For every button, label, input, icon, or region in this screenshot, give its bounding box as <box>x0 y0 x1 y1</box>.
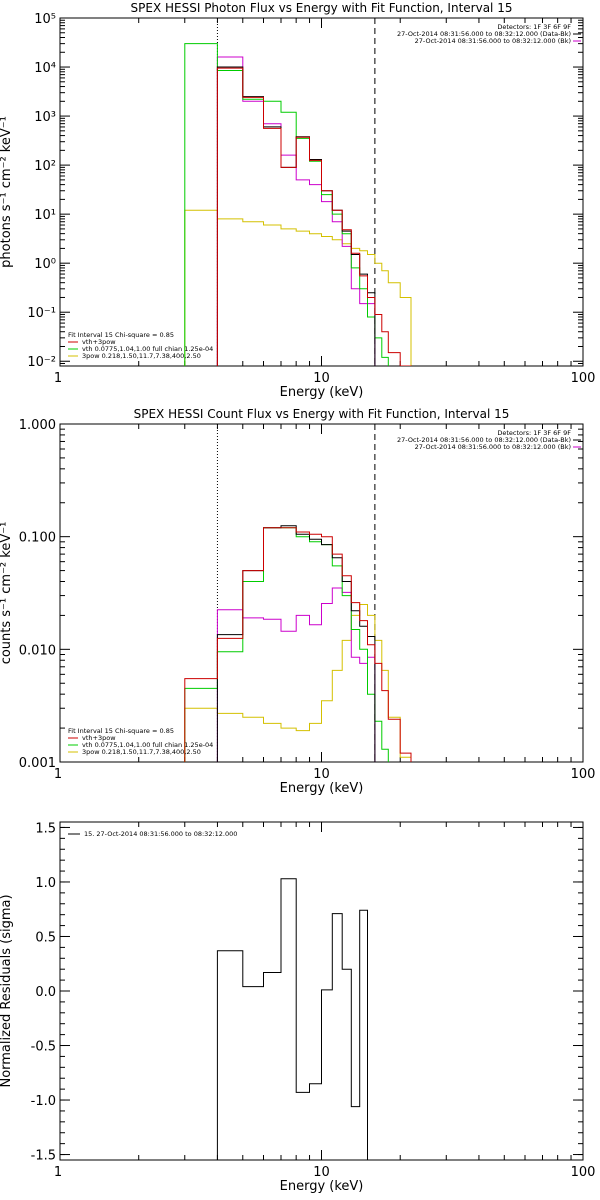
y-tick-label: 1.0 <box>35 876 56 891</box>
y-tick-label: -1.0 <box>31 1094 56 1109</box>
y-tick-label: 10³ <box>34 110 56 125</box>
y-axis-label: counts s⁻¹ cm⁻² keV⁻¹ <box>0 522 14 665</box>
x-tick-label: 10 <box>313 1165 330 1180</box>
x-tick-label: 100 <box>571 371 596 386</box>
y-tick-label: 0.001 <box>19 756 56 771</box>
x-axis-label: Energy (keV) <box>280 1179 364 1194</box>
legend-entry-text: Fit Interval 15 Chi-square = 0.85 <box>68 331 174 339</box>
x-axis-label: Energy (keV) <box>280 781 364 796</box>
series-yellow-histogram <box>184 209 412 366</box>
y-tick-label: 10² <box>34 159 56 174</box>
x-tick-label: 100 <box>571 767 596 782</box>
legend-entry-text: vth 0.0775,1.04,1.00 full chian 1.25e-04 <box>82 741 213 749</box>
y-tick-label: 10¹ <box>34 208 56 223</box>
legend-entry-text: 3pow 0.218,1.50,11.7,7.38,400,2.50 <box>82 352 201 360</box>
y-tick-label: 0.010 <box>19 643 56 658</box>
legend-entry-text: Fit Interval 15 Chi-square = 0.85 <box>68 727 174 735</box>
legend-info-text: 27-Oct-2014 08:31:56.000 to 08:32:12.000… <box>397 436 571 444</box>
y-tick-label: 10⁵ <box>34 12 56 27</box>
y-tick-label: 10⁻² <box>27 355 56 370</box>
legend-info-text: 27-Oct-2014 08:31:56.000 to 08:32:12.000… <box>397 30 571 38</box>
legend-info-text: 27-Oct-2014 08:31:56.000 to 08:32:12.000… <box>415 37 571 45</box>
y-tick-label: 0.5 <box>35 930 56 945</box>
chart-panel-2: SPEX HESSI Count Flux vs Energy with Fit… <box>0 407 595 796</box>
x-tick-label: 1 <box>54 767 62 782</box>
series-red-histogram <box>184 527 412 762</box>
y-axis-label: Normalized Residuals (sigma) <box>0 894 14 1087</box>
chart-panel-3: 1 10 100 -1.5 -1.0 -0.5 0.0 0.5 1.0 1.5 Energy (ke… <box>0 821 595 1194</box>
series-magenta-histogram <box>216 56 376 366</box>
series-red-histogram <box>216 67 412 366</box>
y-tick-label: 10⁴ <box>34 61 56 76</box>
x-tick-label: 10 <box>313 371 330 386</box>
y-tick-label: 0.100 <box>19 531 56 546</box>
legend-entry-text: 3pow 0.218,1.50,11.7,7.38,400,2.50 <box>82 748 201 756</box>
legend-entry-text: 15. 27-Oct-2014 08:31:56.000 to 08:32:12… <box>84 830 237 838</box>
legend-entry-text: vth+3pow <box>82 338 116 346</box>
legend-entry-text: vth 0.0775,1.04,1.00 full chian 1.25e-04 <box>82 345 213 353</box>
x-tick-label: 1 <box>54 1165 62 1180</box>
y-axis-label: photons s⁻¹ cm⁻² keV⁻¹ <box>0 116 14 268</box>
y-tick-label: 10⁰ <box>34 257 56 272</box>
legend-info-text: Detectors: 1F 3F 6F 9F <box>497 23 571 31</box>
y-tick-label: 1.000 <box>19 418 56 433</box>
x-tick-label: 100 <box>571 1165 596 1180</box>
x-tick-label: 1 <box>54 371 62 386</box>
chart-panel-1: SPEX HESSI Photon Flux vs Energy with Fi… <box>0 1 595 400</box>
legend-info-text: 27-Oct-2014 08:31:56.000 to 08:32:12.000… <box>415 443 571 451</box>
legend-info-text: Detectors: 1F 3F 6F 9F <box>497 429 571 437</box>
y-tick-label: 1.5 <box>35 821 56 836</box>
y-tick-label: -1.5 <box>31 1149 56 1164</box>
chart-title: SPEX HESSI Photon Flux vs Energy with Fi… <box>131 1 513 15</box>
series-black-histogram <box>216 878 368 1160</box>
x-tick-label: 10 <box>313 767 330 782</box>
series-magenta-histogram <box>216 587 376 762</box>
series-yellow-histogram <box>184 604 412 762</box>
y-tick-label: -0.5 <box>31 1040 56 1055</box>
y-tick-label: 0.0 <box>35 985 56 1000</box>
y-tick-label: 10⁻¹ <box>27 306 56 321</box>
legend-entry-text: vth+3pow <box>82 734 116 742</box>
x-axis-label: Energy (keV) <box>280 385 364 400</box>
chart-title: SPEX HESSI Count Flux vs Energy with Fit… <box>134 407 510 421</box>
